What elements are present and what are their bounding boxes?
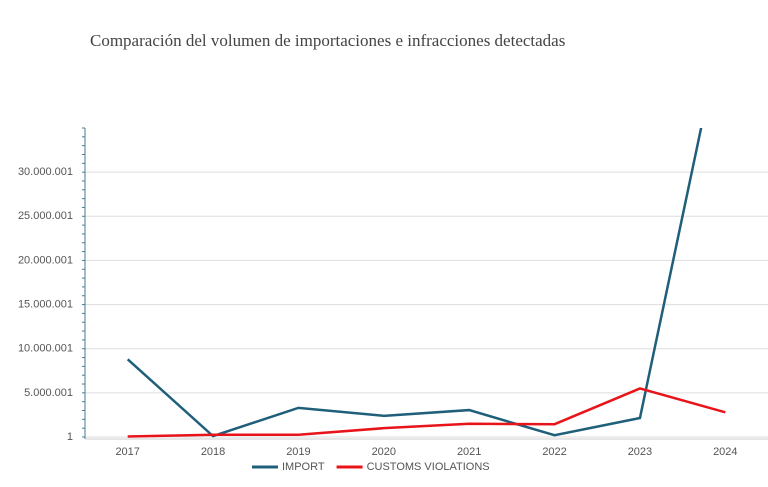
x-tick-label: 2018 — [201, 446, 225, 458]
plot-area — [126, 128, 726, 438]
chart-title: Comparación del volumen de importaciones… — [90, 31, 565, 50]
y-tick-label: 15.000.001 — [18, 298, 73, 310]
x-tick-label: 2023 — [628, 446, 652, 458]
y-tick-label: 25.000.001 — [18, 210, 73, 222]
x-tick-label: 2020 — [372, 446, 396, 458]
y-tick-label: 5.000.001 — [24, 387, 73, 399]
x-tick-label: 2019 — [286, 446, 310, 458]
legend-label: CUSTOMS VIOLATIONS — [367, 461, 490, 473]
line-series — [126, 128, 703, 438]
x-tick-label: 2017 — [115, 446, 139, 458]
x-tick-label: 2021 — [457, 446, 481, 458]
y-tick-label: 20.000.001 — [18, 254, 73, 266]
legend-label: IMPORT — [282, 461, 325, 473]
y-tick-label: 1 — [67, 431, 73, 443]
x-tick-label: 2024 — [713, 446, 737, 458]
y-tick-label: 30.000.001 — [18, 166, 73, 178]
x-tick-label: 2022 — [542, 446, 566, 458]
y-tick-label: 10.000.001 — [18, 343, 73, 355]
line-series — [127, 387, 726, 438]
